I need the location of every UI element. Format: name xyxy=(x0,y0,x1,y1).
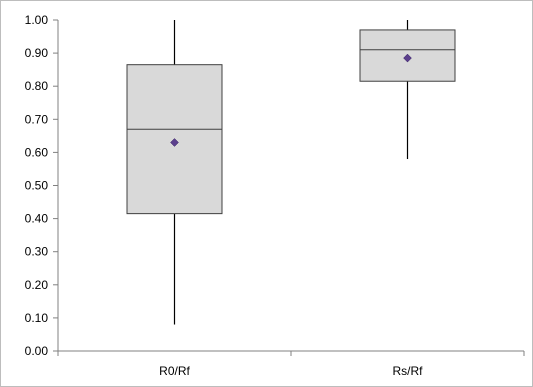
y-tick-label: 0.60 xyxy=(25,145,49,159)
x-tick-label: R0/Rf xyxy=(159,364,190,378)
y-tick-label: 1.00 xyxy=(25,13,49,27)
y-tick-label: 0.80 xyxy=(25,79,49,93)
y-tick-label: 0.50 xyxy=(25,179,49,193)
y-tick-label: 0.00 xyxy=(25,344,49,358)
y-tick-label: 0.70 xyxy=(25,112,49,126)
mean-marker xyxy=(403,53,412,63)
y-tick-label: 0.90 xyxy=(25,46,49,60)
y-tick-label: 0.40 xyxy=(25,212,49,226)
y-tick-label: 0.20 xyxy=(25,278,49,292)
y-tick-label: 0.30 xyxy=(25,245,49,259)
y-tick-label: 0.10 xyxy=(25,311,49,325)
mean-marker xyxy=(170,138,179,147)
x-tick-label: Rs/Rf xyxy=(393,364,424,378)
